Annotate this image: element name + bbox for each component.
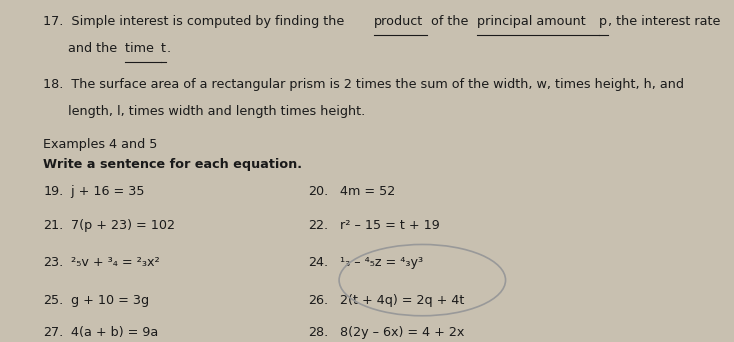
Text: 25.: 25. — [43, 294, 63, 307]
Text: 23.: 23. — [43, 256, 63, 269]
Text: of the: of the — [427, 15, 473, 28]
Text: p: p — [599, 15, 607, 28]
Text: 4m = 52: 4m = 52 — [332, 185, 395, 198]
Text: ²₅v + ³₄ = ²₃x²: ²₅v + ³₄ = ²₃x² — [67, 256, 159, 269]
Text: 7(p + 23) = 102: 7(p + 23) = 102 — [67, 219, 175, 232]
Text: length, l, times width and length times height.: length, l, times width and length times … — [68, 105, 365, 118]
Text: 27.: 27. — [43, 326, 63, 339]
Text: , the interest rate: , the interest rate — [608, 15, 724, 28]
Text: 4(a + b) = 9a: 4(a + b) = 9a — [67, 326, 158, 339]
Text: .: . — [167, 42, 170, 55]
Text: t: t — [161, 42, 166, 55]
Text: 8(2y – 6x) = 4 + 2x: 8(2y – 6x) = 4 + 2x — [332, 326, 464, 339]
Text: 28.: 28. — [308, 326, 329, 339]
Text: g + 10 = 3g: g + 10 = 3g — [67, 294, 149, 307]
Text: ¹₃ – ⁴₅z = ⁴₃y³: ¹₃ – ⁴₅z = ⁴₃y³ — [332, 256, 423, 269]
Text: and the: and the — [68, 42, 121, 55]
Text: time: time — [126, 42, 159, 55]
Text: 2(t + 4q) = 2q + 4t: 2(t + 4q) = 2q + 4t — [332, 294, 464, 307]
Text: r² – 15 = t + 19: r² – 15 = t + 19 — [332, 219, 440, 232]
Text: 18.  The surface area of a rectangular prism is 2 times the sum of the width, w,: 18. The surface area of a rectangular pr… — [43, 78, 684, 91]
Text: principal amount: principal amount — [476, 15, 589, 28]
Text: 20.: 20. — [308, 185, 329, 198]
Text: 21.: 21. — [43, 219, 63, 232]
Text: 22.: 22. — [308, 219, 328, 232]
Text: Write a sentence for each equation.: Write a sentence for each equation. — [43, 158, 302, 171]
Text: Examples 4 and 5: Examples 4 and 5 — [43, 137, 158, 150]
Text: 24.: 24. — [308, 256, 328, 269]
Text: 26.: 26. — [308, 294, 328, 307]
Text: 17.  Simple interest is computed by finding the: 17. Simple interest is computed by findi… — [43, 15, 349, 28]
Text: j + 16 = 35: j + 16 = 35 — [67, 185, 144, 198]
Text: 19.: 19. — [43, 185, 63, 198]
Text: product: product — [374, 15, 424, 28]
